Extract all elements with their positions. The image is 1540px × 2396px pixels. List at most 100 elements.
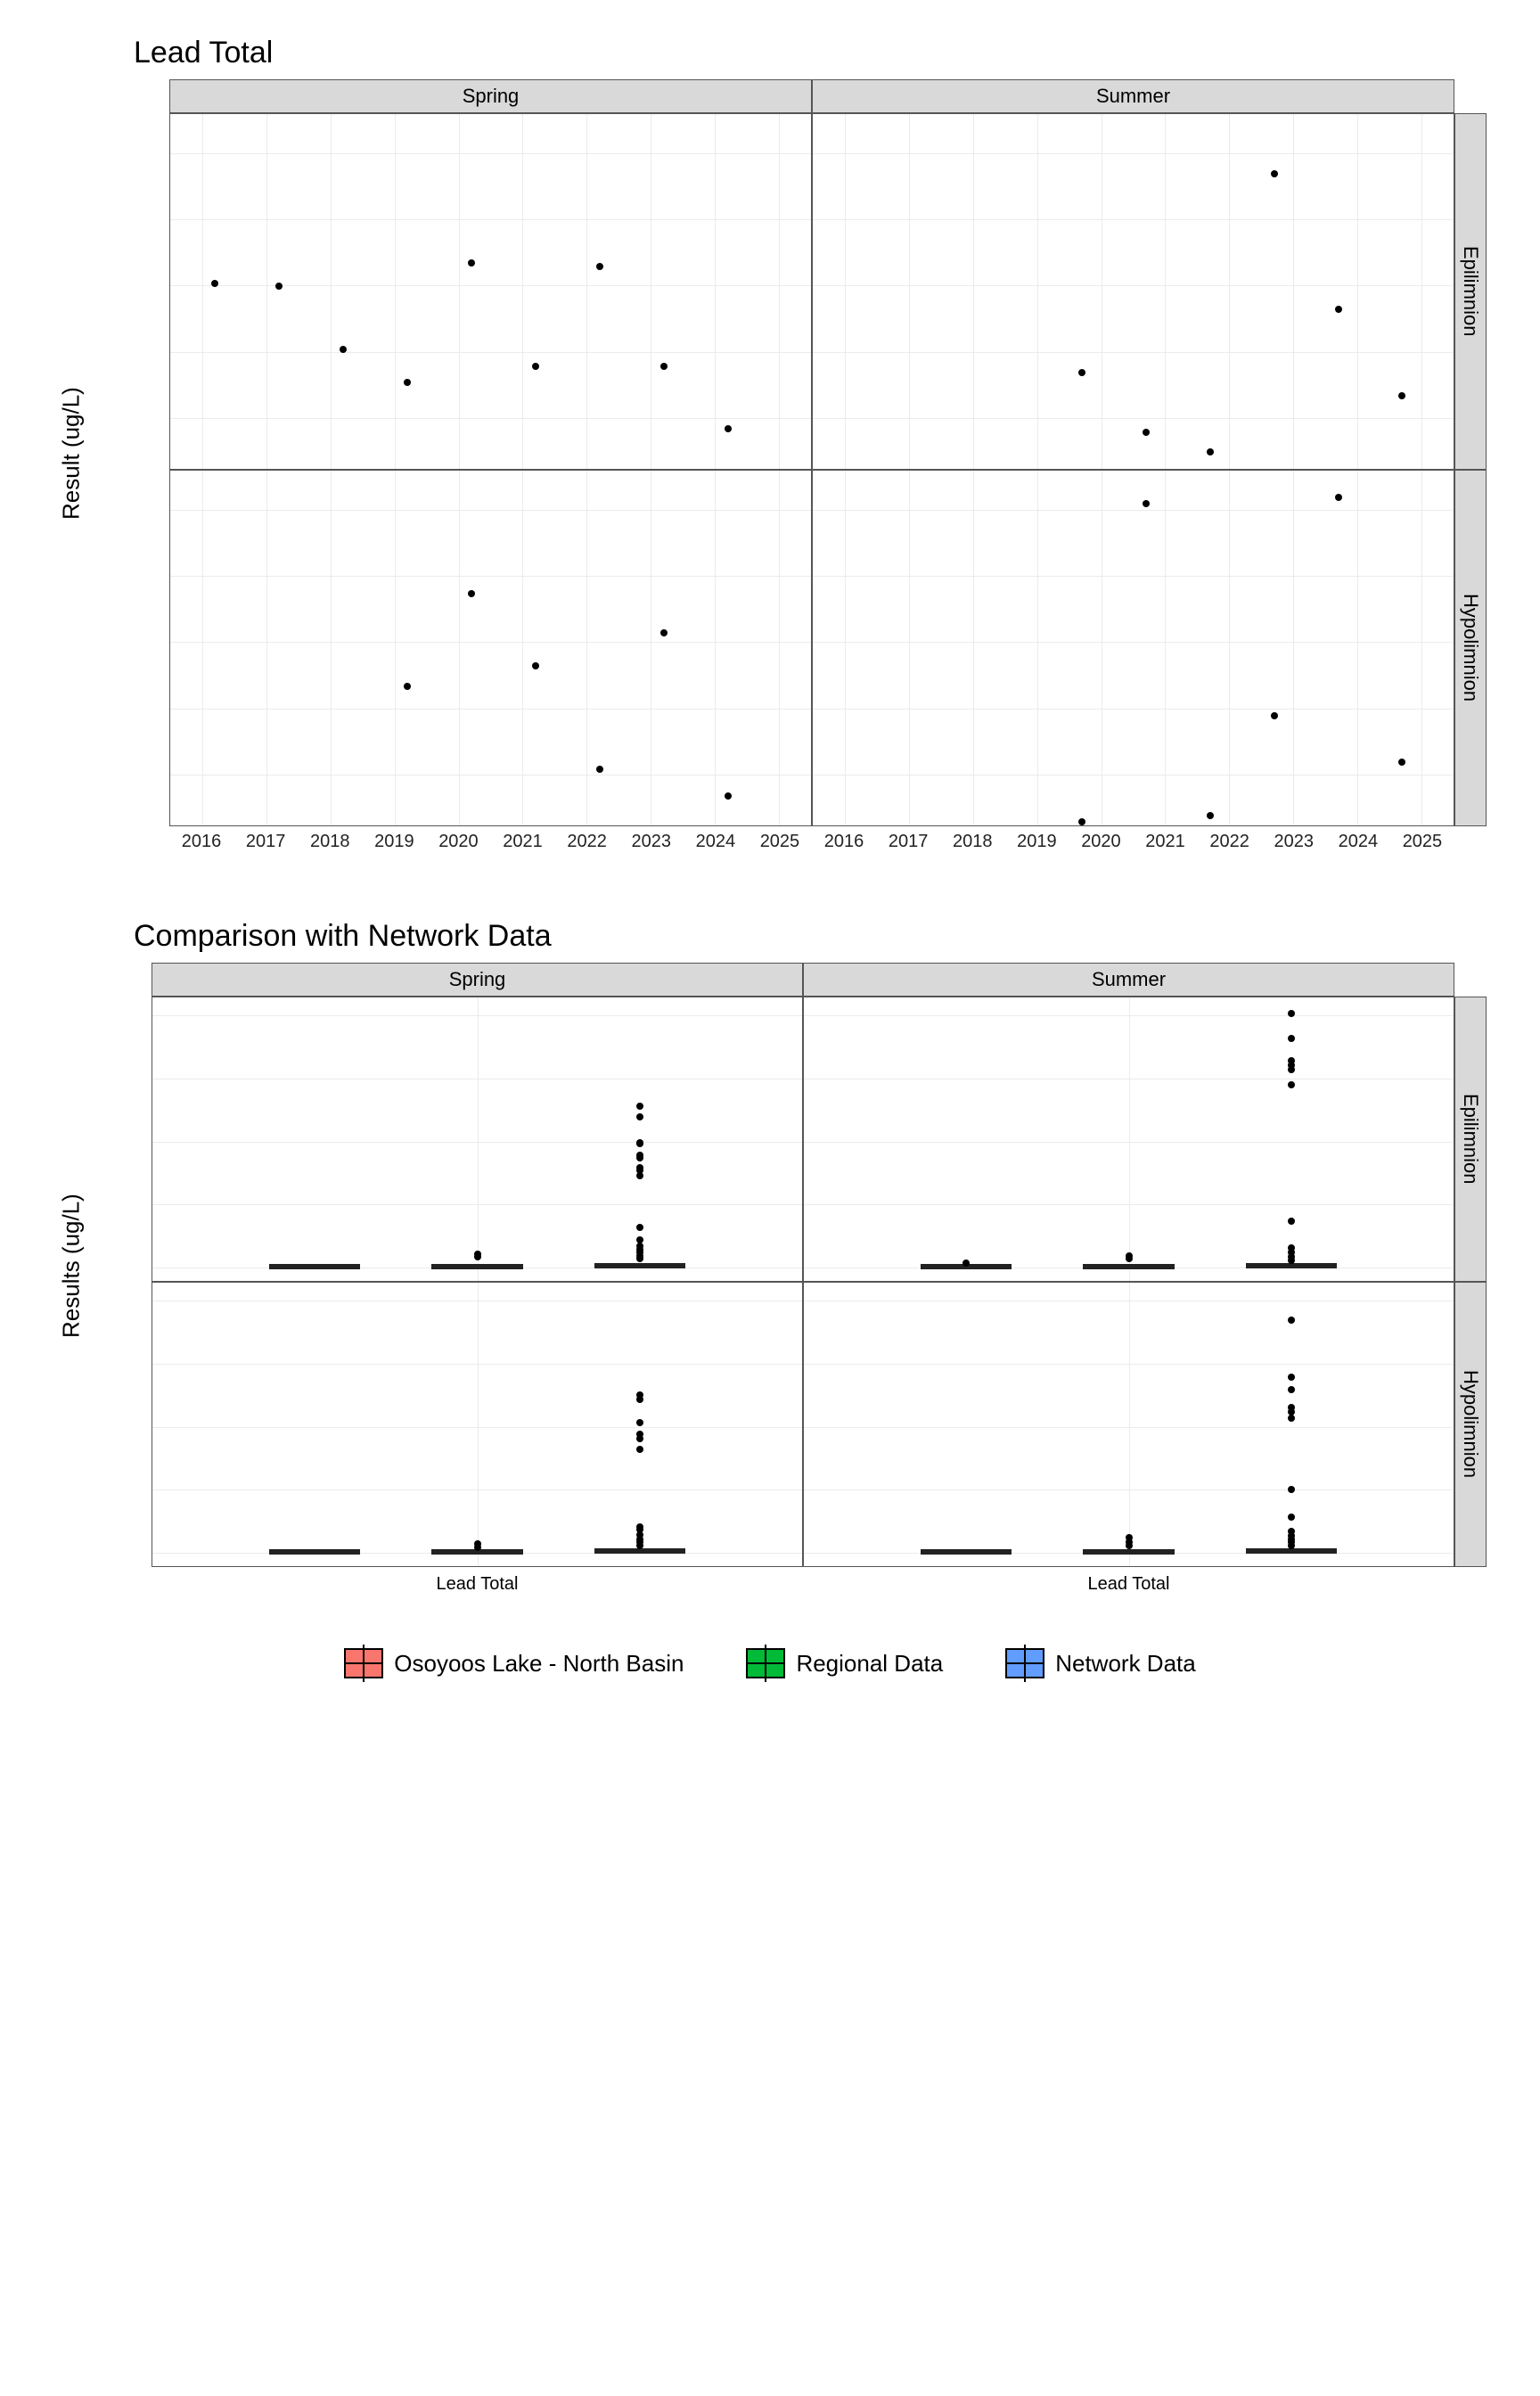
outlier-point [636, 1103, 643, 1110]
data-point [1207, 812, 1214, 819]
boxplot [1083, 1549, 1174, 1555]
outlier-point [1288, 1081, 1295, 1088]
boxplot [921, 1549, 1012, 1555]
boxplot [594, 1263, 685, 1268]
row-strip: Hypolimnion [1454, 470, 1487, 826]
x-axis-ticks: 2016201720182019202020212022202320242025 [812, 826, 1454, 857]
chart1-panel: 0.0100.0120.0140.0160.018 [169, 113, 812, 470]
data-point [1335, 494, 1342, 501]
data-point [1078, 818, 1085, 825]
chart1-title: Lead Total [134, 36, 1487, 70]
outlier-point [636, 1435, 643, 1442]
outlier-point [1288, 1218, 1295, 1225]
outlier-point [1288, 1415, 1295, 1422]
boxplot [269, 1264, 360, 1269]
outlier-point [1288, 1542, 1295, 1549]
outlier-point [1126, 1255, 1133, 1262]
data-point [660, 629, 668, 636]
boxplot [269, 1549, 360, 1555]
data-point [660, 363, 668, 370]
outlier-point [636, 1172, 643, 1179]
data-point [596, 263, 603, 270]
outlier-point [1288, 1257, 1295, 1264]
legend-item: Osoyoos Lake - North Basin [344, 1648, 684, 1678]
outlier-point [636, 1113, 643, 1120]
outlier-point [1288, 1010, 1295, 1017]
row-strip: Hypolimnion [1454, 1282, 1487, 1567]
data-point [725, 792, 732, 800]
outlier-point [1288, 1386, 1295, 1393]
data-point [1398, 759, 1405, 766]
legend-swatch [1005, 1648, 1044, 1678]
outlier-point [636, 1396, 643, 1403]
data-point [468, 259, 475, 267]
chart2-title: Comparison with Network Data [134, 919, 1487, 954]
chart2-panel [803, 1282, 1454, 1567]
legend: Osoyoos Lake - North Basin Regional Data N… [53, 1648, 1487, 1678]
data-point [596, 766, 603, 773]
outlier-point [1288, 1486, 1295, 1493]
x-axis-ticks: 2016201720182019202020212022202320242025 [169, 826, 812, 857]
data-point [532, 662, 539, 669]
data-point [1143, 429, 1150, 436]
data-point [1143, 500, 1150, 507]
outlier-point [1288, 1317, 1295, 1324]
outlier-point [1126, 1542, 1133, 1549]
chart1-panel: 0.0100.0120.0140.0160.018 [169, 470, 812, 826]
data-point [340, 346, 347, 353]
row-strip: Epilimnion [1454, 113, 1487, 470]
chart2-ylabel: Results (ug/L) [53, 963, 89, 1569]
outlier-point [636, 1542, 643, 1549]
boxplot [431, 1264, 522, 1269]
data-point [1271, 170, 1278, 177]
data-point [1271, 712, 1278, 719]
data-point [404, 683, 411, 690]
outlier-point [474, 1253, 481, 1260]
data-point [725, 425, 732, 432]
legend-label: Regional Data [796, 1650, 943, 1678]
legend-label: Osoyoos Lake - North Basin [394, 1650, 684, 1678]
data-point [1398, 392, 1405, 399]
outlier-point [1288, 1374, 1295, 1381]
chart2-panel [803, 997, 1454, 1282]
chart2-grid: SpringSummer01234Epilimnion01234Hypolimn… [152, 963, 1487, 1567]
chart1-panel [812, 113, 1454, 470]
outlier-point [636, 1419, 643, 1426]
outlier-point [962, 1260, 970, 1267]
data-point [532, 363, 539, 370]
row-strip: Epilimnion [1454, 997, 1487, 1282]
outlier-point [1288, 1514, 1295, 1521]
outlier-point [636, 1224, 643, 1231]
outlier-point [636, 1446, 643, 1453]
legend-item: Regional Data [746, 1648, 943, 1678]
outlier-point [1288, 1066, 1295, 1073]
outlier-point [1288, 1035, 1295, 1042]
data-point [1335, 306, 1342, 313]
chart1-grid: SpringSummer0.0100.0120.0140.0160.018Epi… [169, 79, 1487, 826]
col-strip: Summer [812, 79, 1454, 113]
chart2-panel: 01234 [152, 997, 803, 1282]
outlier-point [474, 1544, 481, 1551]
legend-swatch [746, 1648, 785, 1678]
chart2-panel: 01234 [152, 1282, 803, 1567]
data-point [275, 283, 283, 290]
data-point [404, 379, 411, 386]
data-point [1207, 448, 1214, 455]
legend-item: Network Data [1005, 1648, 1196, 1678]
outlier-point [636, 1154, 643, 1161]
data-point [211, 280, 218, 287]
data-point [1078, 369, 1085, 376]
chart1-panel [812, 470, 1454, 826]
x-category-label: Lead Total [803, 1567, 1454, 1595]
outlier-point [636, 1255, 643, 1262]
legend-swatch [344, 1648, 383, 1678]
col-strip: Summer [803, 963, 1454, 997]
legend-label: Network Data [1055, 1650, 1196, 1678]
boxplot [1083, 1264, 1174, 1269]
data-point [468, 590, 475, 597]
col-strip: Spring [152, 963, 803, 997]
outlier-point [636, 1140, 643, 1147]
chart1-ylabel: Result (ug/L) [53, 79, 89, 828]
x-category-label: Lead Total [152, 1567, 803, 1595]
col-strip: Spring [169, 79, 812, 113]
